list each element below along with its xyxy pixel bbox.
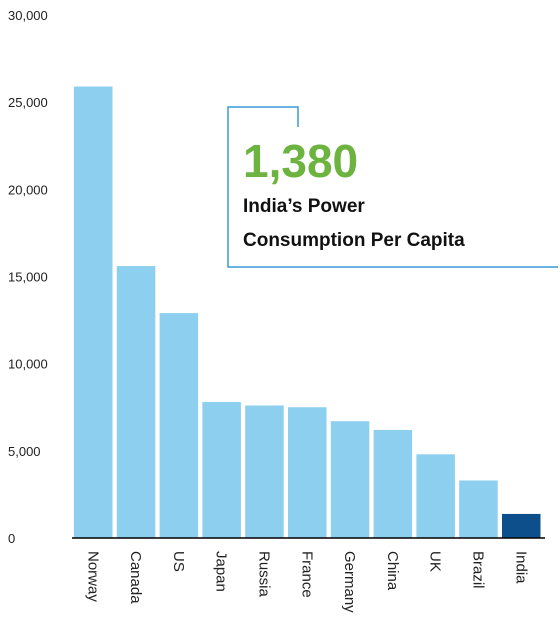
callout-value: 1,380 xyxy=(243,135,358,187)
y-tick-label: 10,000 xyxy=(8,357,48,372)
bar-india xyxy=(502,513,541,538)
x-axis: Norway Canada US Japan Russia France Germany Ch… xyxy=(84,551,529,613)
x-tick-label: Norway xyxy=(84,551,101,602)
y-tick-label: 5,000 xyxy=(8,444,41,459)
x-tick-label: France xyxy=(298,551,315,598)
x-tick-label: Germany xyxy=(341,551,358,613)
x-tick-label: India xyxy=(512,551,529,584)
bar-japan xyxy=(202,402,241,538)
x-tick-label: Brazil xyxy=(469,551,486,589)
bar-russia xyxy=(245,405,284,538)
callout-line-1: India’s Power xyxy=(243,196,365,217)
y-axis: 0 5,000 10,000 15,000 20,000 25,000 30,000 xyxy=(8,8,48,546)
y-tick-label: 30,000 xyxy=(8,8,48,23)
callout-line-2: Consumption Per Capita xyxy=(243,230,465,251)
bar-france xyxy=(288,407,327,538)
x-tick-label: Canada xyxy=(127,551,144,604)
bar-china xyxy=(373,429,413,538)
bar-brazil xyxy=(459,480,498,538)
y-tick-label: 25,000 xyxy=(8,95,48,110)
callout-border xyxy=(227,106,558,268)
bar-germany xyxy=(330,421,370,538)
x-tick-label: Russia xyxy=(255,551,272,598)
x-tick-label: US xyxy=(170,551,187,572)
x-tick-label: UK xyxy=(427,551,444,572)
bar-norway xyxy=(74,86,113,538)
y-tick-label: 0 xyxy=(8,531,15,546)
bar-us xyxy=(159,313,199,538)
bars xyxy=(74,86,541,538)
y-tick-label: 15,000 xyxy=(8,270,48,285)
bar-canada xyxy=(116,266,156,538)
x-tick-label: Japan xyxy=(213,551,230,592)
y-tick-label: 20,000 xyxy=(8,182,48,197)
x-tick-label: China xyxy=(384,551,401,591)
bar-uk xyxy=(416,454,455,538)
callout: 1,380 India’s Power Consumption Per Capi… xyxy=(227,106,558,268)
